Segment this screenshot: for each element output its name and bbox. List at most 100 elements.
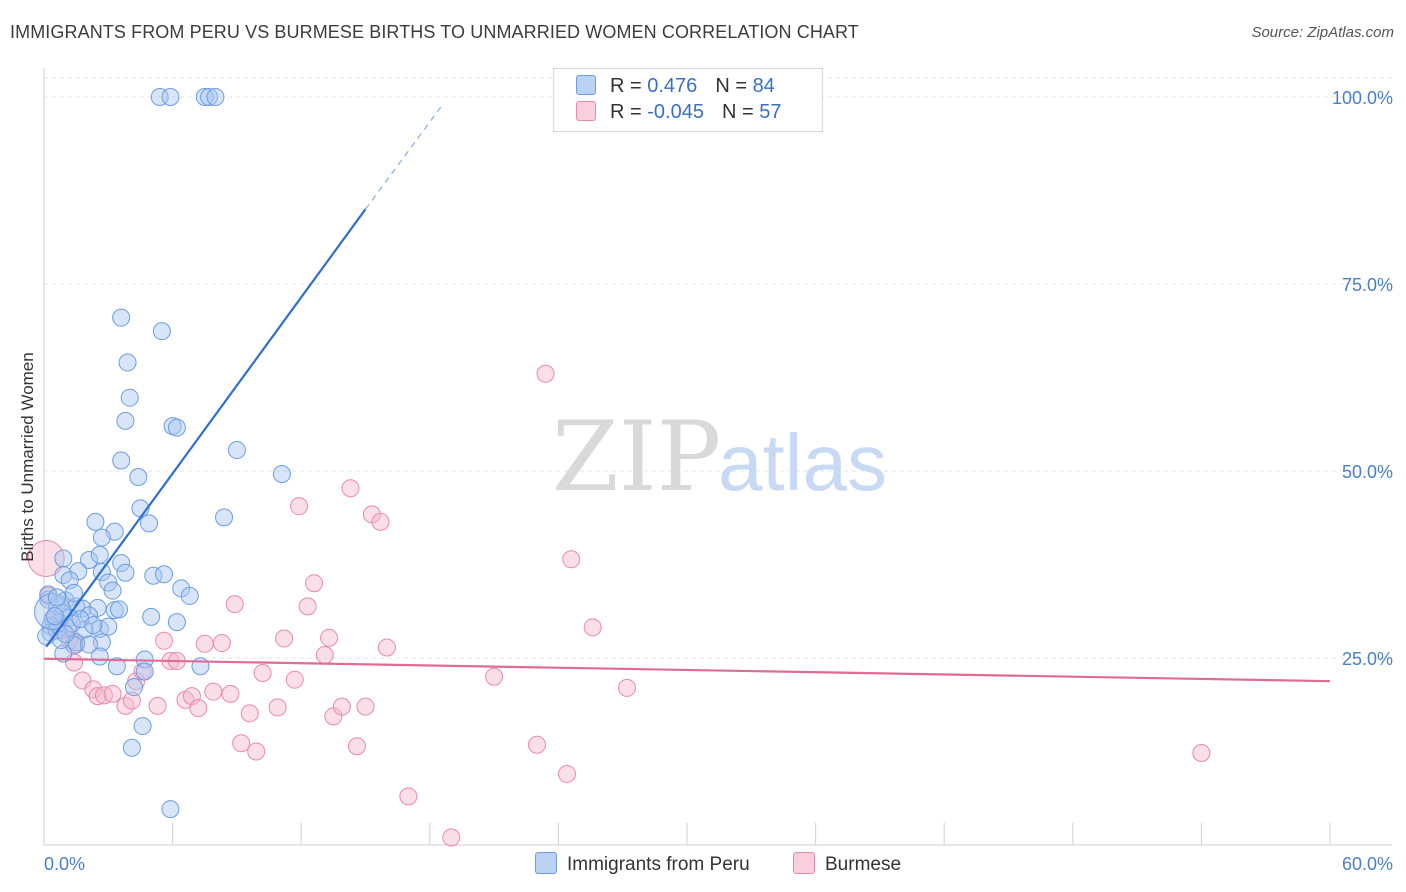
burmese-point	[275, 629, 294, 648]
burmese-point	[557, 764, 576, 783]
burmese-point	[1192, 743, 1211, 762]
burmese-point	[527, 735, 546, 754]
burmese-point	[221, 684, 240, 703]
peru-trend-line	[45, 208, 367, 648]
burmese-trend-line	[43, 657, 1331, 683]
tick-labels: 25.0% 50.0% 75.0% 100.0% 0.0% 60.0%	[44, 88, 1393, 874]
grid-lines	[44, 77, 1392, 659]
burmese-point	[182, 687, 201, 706]
legend-r-value: -0.045	[647, 101, 704, 123]
burmese-point	[212, 634, 231, 653]
peru-point	[84, 616, 103, 635]
burmese-point	[583, 618, 602, 637]
bottom-legend-peru: Immigrants from Peru	[535, 852, 750, 876]
peru-point	[120, 388, 139, 407]
burmese-point	[88, 687, 107, 706]
burmese-point	[305, 574, 324, 593]
axes	[43, 68, 1392, 846]
legend-r-value: 0.476	[647, 75, 698, 97]
peru-point	[90, 545, 109, 564]
peru-point	[140, 514, 159, 533]
burmese-point	[347, 737, 366, 756]
peru-point	[56, 625, 75, 644]
peru-point	[152, 322, 171, 341]
burmese-point	[155, 631, 174, 650]
peru-point	[99, 573, 118, 592]
burmese-point	[232, 734, 251, 753]
legend-swatch-peru	[576, 75, 596, 95]
peru-point	[122, 738, 141, 757]
peru-point	[80, 606, 99, 625]
peru-point	[112, 451, 131, 470]
peru-point	[167, 613, 186, 632]
bottom-legend-swatch-peru	[535, 852, 557, 874]
bottom-legend-burmese: Burmese	[793, 852, 901, 876]
peru-point	[116, 411, 135, 430]
burmese-point	[356, 697, 375, 716]
legend-n-value: 57	[759, 101, 782, 123]
peru-point	[206, 88, 225, 106]
peru-point	[45, 607, 64, 626]
peru-point	[112, 308, 131, 327]
burmese-point	[536, 364, 555, 383]
y-tick-label: 75.0%	[1342, 275, 1393, 295]
peru-point	[65, 583, 84, 602]
burmese-point	[485, 667, 504, 686]
burmese-point	[122, 691, 141, 710]
burmese-point	[268, 698, 287, 717]
series-burmese	[27, 364, 1211, 847]
burmese-point	[562, 550, 581, 569]
peru-point	[118, 353, 137, 372]
peru-point	[99, 617, 118, 636]
watermark-zip: ZIP	[552, 401, 721, 513]
burmese-point	[377, 638, 396, 657]
peru-point	[37, 627, 56, 646]
peru-point	[167, 418, 186, 437]
peru-point	[112, 554, 131, 573]
legend-n-value: 84	[752, 75, 775, 97]
burmese-point	[298, 597, 317, 616]
peru-point	[107, 657, 126, 676]
burmese-point	[253, 663, 272, 682]
peru-point	[80, 551, 99, 570]
peru-point	[110, 600, 129, 619]
peru-point	[195, 88, 214, 106]
burmese-point	[148, 696, 167, 715]
peru-point	[54, 549, 73, 568]
peru-point	[129, 467, 148, 486]
bottom-legend-swatch-burmese	[793, 852, 815, 874]
burmese-point	[332, 697, 351, 716]
burmese-point	[399, 787, 418, 806]
chart-title: IMMIGRANTS FROM PERU VS BURMESE BIRTHS T…	[10, 22, 859, 42]
source-credit: Source: ZipAtlas.com	[1251, 24, 1394, 41]
y-tick-label: 100.0%	[1332, 88, 1393, 108]
burmese-point	[195, 634, 214, 653]
burmese-point	[285, 670, 304, 689]
peru-point	[142, 607, 161, 626]
peru-point	[54, 644, 73, 663]
peru-point	[135, 662, 154, 681]
peru-point	[86, 512, 105, 531]
legend-r-label: R =	[610, 101, 648, 123]
y-tick-label: 25.0%	[1342, 649, 1393, 669]
legend-n-label: N =	[715, 75, 753, 97]
legend-row-burmese: R = -0.045 N = 57	[576, 101, 781, 125]
peru-point	[116, 563, 135, 582]
peru-point	[215, 508, 234, 527]
watermark-atlas: atlas	[718, 418, 887, 507]
burmese-point	[27, 540, 65, 578]
peru-point	[272, 464, 291, 483]
bottom-legend-label-peru: Immigrants from Peru	[567, 854, 750, 875]
peru-point	[155, 565, 174, 584]
series-peru	[34, 88, 291, 819]
burmese-point	[341, 479, 360, 498]
legend-r-label: R =	[610, 75, 648, 97]
peru-point	[90, 647, 109, 666]
legend-swatch-burmese	[576, 101, 596, 121]
burmese-point	[204, 682, 223, 701]
burmese-point	[320, 628, 339, 647]
peru-point	[92, 528, 111, 547]
burmese-point	[240, 704, 259, 723]
burmese-point	[371, 512, 390, 531]
